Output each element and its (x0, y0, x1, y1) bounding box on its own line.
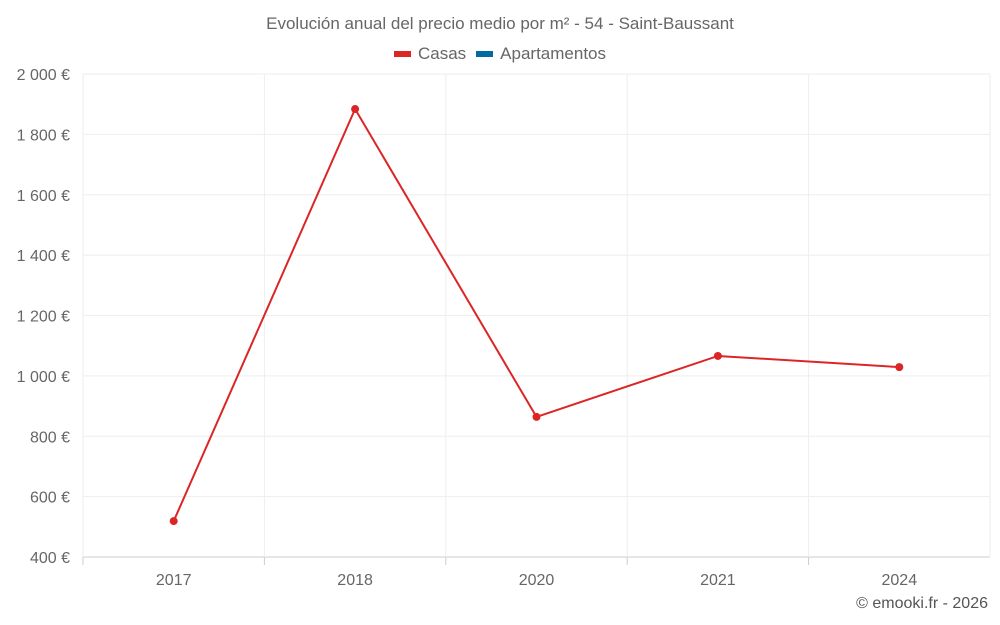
data-point-casas (713, 351, 722, 360)
legend-item-casas[interactable]: Casas (393, 44, 467, 64)
y-tick-label: 1 400 € (17, 248, 70, 265)
legend: Casas Apartamentos (0, 44, 1000, 64)
legend-label-apartamentos: Apartamentos (500, 44, 607, 63)
x-tick-label: 2024 (882, 572, 918, 589)
chart-title: Evolución anual del precio medio por m² … (266, 14, 734, 33)
x-tick-label: 2017 (156, 572, 192, 589)
credit-text: © emooki.fr - 2026 (856, 595, 988, 612)
y-tick-label: 800 € (30, 429, 70, 446)
data-point-casas (895, 363, 904, 372)
y-tick-label: 1 600 € (17, 188, 70, 205)
y-tick-label: 600 € (30, 490, 70, 507)
y-tick-label: 1 800 € (17, 127, 70, 144)
legend-item-apartamentos[interactable]: Apartamentos (476, 44, 606, 64)
legend-swatch-casas (393, 51, 411, 57)
y-tick-label: 2 000 € (17, 67, 70, 84)
data-point-casas (169, 517, 178, 526)
y-tick-label: 1 200 € (17, 309, 70, 326)
y-tick-label: 1 000 € (17, 369, 70, 386)
x-tick-label: 2020 (519, 572, 555, 589)
x-tick-label: 2021 (700, 572, 736, 589)
legend-swatch-apartamentos (476, 51, 494, 57)
data-point-casas (532, 412, 541, 421)
data-point-casas (351, 105, 360, 114)
legend-label-casas: Casas (417, 44, 467, 63)
x-tick-label: 2018 (337, 572, 373, 589)
y-tick-label: 400 € (30, 550, 70, 567)
